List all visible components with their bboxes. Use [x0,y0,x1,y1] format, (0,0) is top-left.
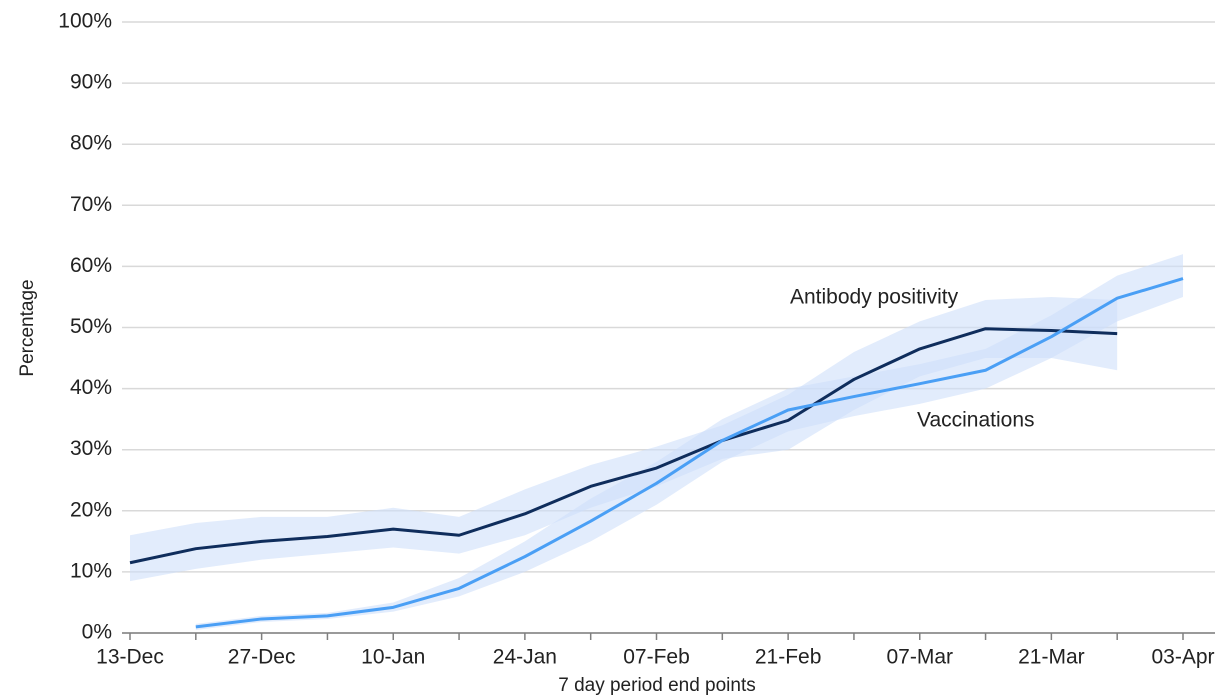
x-tick-label: 10-Jan [361,646,425,669]
y-tick-label: 40% [70,376,112,399]
x-tick-label: 03-Apr [1151,646,1214,669]
x-tick-label: 07-Feb [623,646,690,669]
y-tick-label: 90% [70,71,112,94]
x-tick-label: 07-Mar [886,646,953,669]
x-tick-label: 13-Dec [96,646,164,669]
x-tick-label: 27-Dec [228,646,296,669]
confidence-band [130,296,1118,582]
series-line [195,277,1184,629]
y-axis-label: Percentage [17,279,38,376]
y-tick-label: 50% [70,315,112,338]
y-tick-label: 0% [82,621,112,644]
y-tick-label: 60% [70,254,112,277]
confidence-band [195,254,1183,630]
y-tick-label: 100% [58,10,112,33]
y-tick-label: 20% [70,498,112,521]
y-tick-label: 70% [70,193,112,216]
series-annotation: Antibody positivity [790,286,959,309]
series-line [129,327,1118,565]
series-annotation: Vaccinations [917,409,1035,432]
y-tick-label: 10% [70,559,112,582]
x-tick-label: 21-Feb [755,646,822,669]
x-axis-label: 7 day period end points [558,675,756,696]
y-tick-label: 30% [70,437,112,460]
y-tick-label: 80% [70,132,112,155]
x-tick-label: 24-Jan [493,646,557,669]
x-tick-label: 21-Mar [1018,646,1085,669]
